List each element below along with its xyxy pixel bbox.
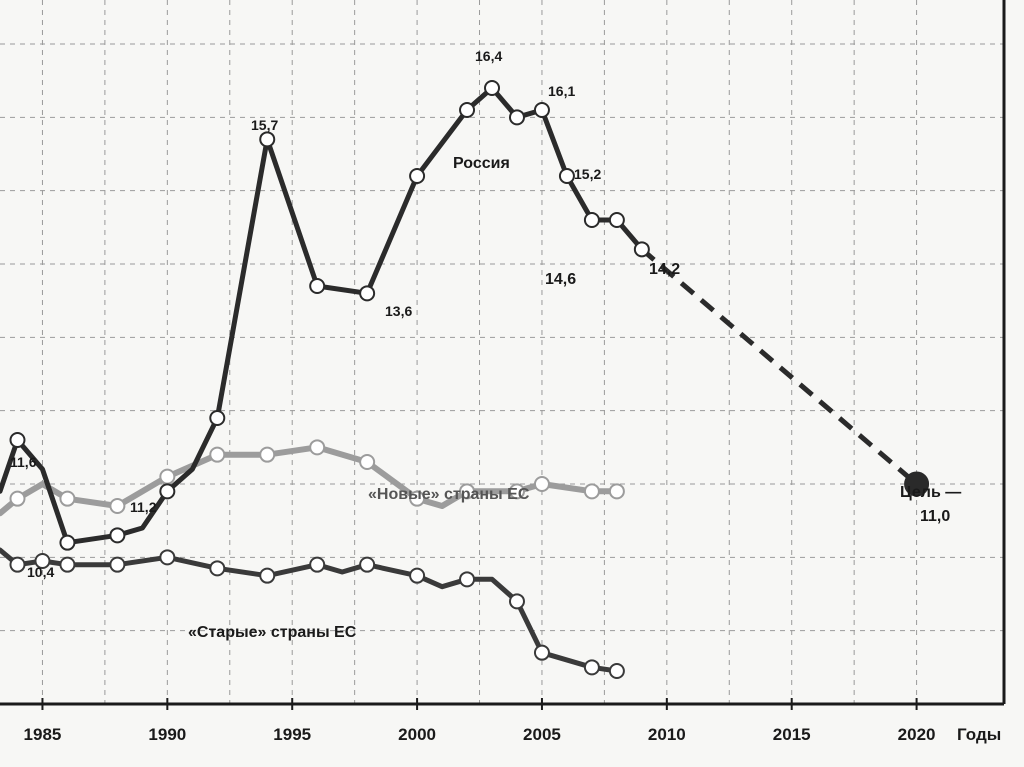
axes [0, 0, 1006, 706]
data-point-new-eu-2008 [608, 483, 625, 500]
data-label-2005: 16,1 [548, 83, 575, 99]
x-tick-label-2005: 2005 [523, 725, 561, 744]
data-point-old-eu-2008 [608, 663, 625, 679]
data-point-russia-1996 [309, 278, 326, 294]
target-label-title: Цель — [900, 484, 961, 501]
grid [0, 0, 1004, 704]
data-label-1991: 11,2 [130, 499, 157, 515]
data-point-russia-1998 [359, 285, 376, 302]
target-label-value: 11,0 [920, 508, 950, 525]
data-point-new-eu-1994 [259, 446, 276, 463]
series-lines [0, 85, 919, 674]
data-point-russia-2008 [608, 212, 625, 228]
x-axis-ticks: 1985 1990 1995 2000 2005 2010 2015 2020 [24, 698, 936, 744]
data-point-new-eu-1988 [109, 498, 126, 514]
data-point-russia-2005 [533, 102, 550, 118]
data-point-russia-2007 [583, 212, 600, 228]
x-tick-label-2000: 2000 [398, 725, 436, 744]
data-point-new-eu-1984 [9, 490, 26, 507]
data-point-russia-1992 [209, 410, 226, 426]
series-line-new-eu [0, 444, 620, 517]
data-label-2006: 15,2 [574, 166, 601, 182]
data-point-old-eu-1994 [259, 567, 276, 584]
target-point-2020 [904, 471, 930, 497]
data-point-russia-1994 [259, 131, 276, 148]
series-line-russia [0, 85, 645, 546]
data-point-new-eu-1998 [359, 454, 376, 470]
data-point-old-eu-1996 [309, 556, 326, 573]
series-line-old-eu [0, 547, 620, 674]
data-point-new-eu-1990 [159, 468, 176, 485]
data-point-new-eu-2004 [508, 483, 525, 500]
x-tick-label-1985: 1985 [24, 725, 62, 744]
data-point-new-eu-1996 [309, 439, 326, 456]
data-point-old-eu-2004 [508, 593, 525, 610]
projection-dashed-line [640, 247, 919, 486]
data-point-new-eu-1992 [209, 446, 226, 463]
old-eu-series-label: «Старые» страны ЕС [188, 624, 357, 641]
data-point-old-eu-2005 [533, 644, 550, 661]
data-point-old-eu-1988 [109, 556, 126, 573]
data-point-old-eu-2002 [459, 571, 476, 588]
data-point-russia-1988 [109, 527, 126, 544]
data-point-old-eu-1990 [159, 549, 176, 566]
data-point-old-eu-2000 [409, 567, 426, 584]
data-point-russia-2003 [484, 80, 501, 96]
data-point-new-eu-2000 [409, 490, 426, 507]
x-axis-title: Годы [957, 725, 1001, 744]
data-point-old-eu-2007 [583, 659, 600, 676]
data-label-2009: 14,2 [649, 261, 680, 278]
x-tick-label-2010: 2010 [648, 725, 686, 744]
data-point-russia-2009 [633, 241, 650, 258]
data-point-old-eu-1984 [9, 556, 26, 573]
data-label-1984: 11,6 [10, 454, 37, 470]
data-point-old-eu-1986 [59, 556, 76, 573]
data-point-russia-1984 [9, 432, 26, 448]
x-tick-label-2015: 2015 [773, 725, 811, 744]
data-point-russia-2002 [459, 102, 476, 118]
data-point-new-eu-2005 [533, 476, 550, 492]
data-point-new-eu-1986 [59, 490, 76, 507]
data-label-1986: 10,4 [27, 564, 54, 580]
data-point-russia-1986 [59, 534, 76, 551]
data-point-new-eu-2007 [583, 483, 600, 500]
data-point-russia-2006 [558, 168, 575, 184]
x-tick-label-2020: 2020 [898, 725, 936, 744]
data-label-2007: 14,6 [545, 271, 576, 288]
data-label-2003: 16,4 [475, 48, 502, 64]
data-point-russia-1990 [159, 483, 176, 500]
data-point-new-eu-2002 [459, 483, 476, 500]
data-point-old-eu-1985 [34, 553, 51, 569]
data-point-russia-2000 [409, 168, 426, 184]
x-tick-label-1990: 1990 [148, 725, 186, 744]
data-label-1998: 13,6 [385, 303, 412, 319]
annotations: Годы Россия «Новые» страны ЕС «Старые» с… [10, 48, 1001, 744]
data-point-old-eu-1992 [209, 560, 226, 577]
data-point-old-eu-1998 [359, 556, 376, 573]
series-markers [9, 80, 930, 679]
data-label-1994: 15,7 [251, 117, 278, 133]
x-tick-label-1995: 1995 [273, 725, 311, 744]
new-eu-series-label: «Новые» страны ЕС [368, 486, 530, 503]
data-point-russia-2004 [508, 109, 525, 126]
russia-series-label: Россия [453, 155, 510, 172]
